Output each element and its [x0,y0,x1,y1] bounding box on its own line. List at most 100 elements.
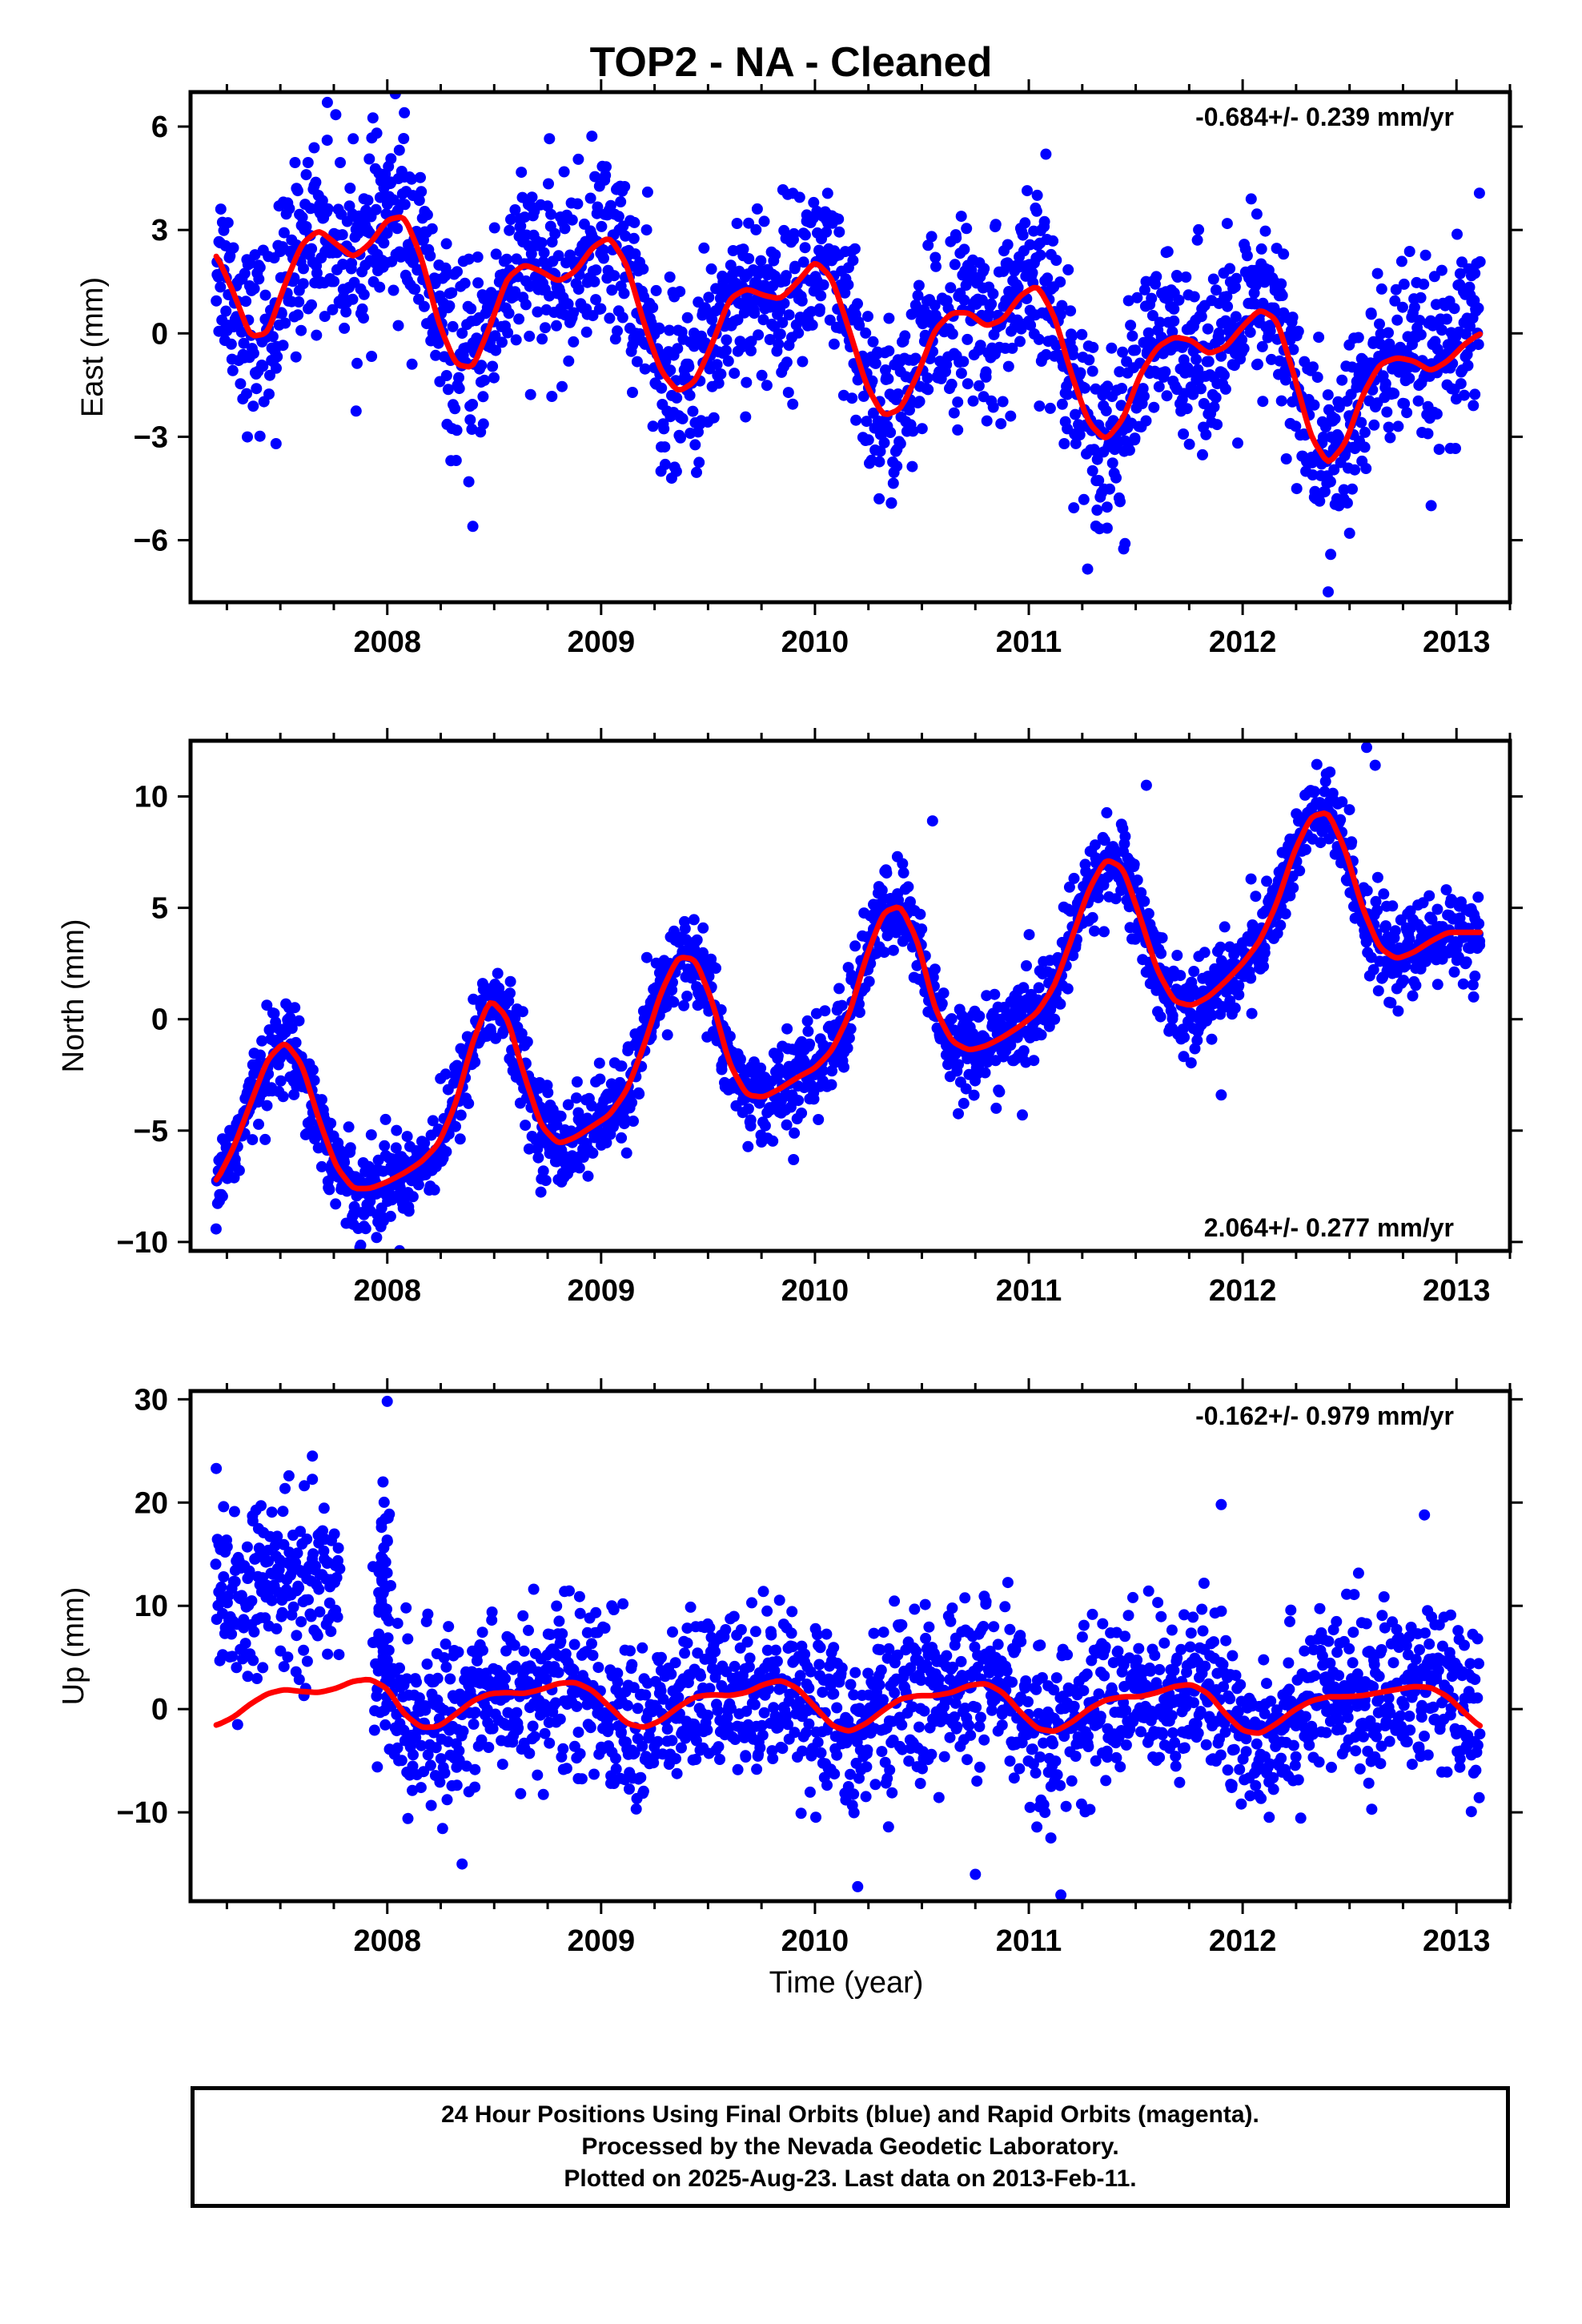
north-point [953,1059,964,1071]
east-point [1122,295,1134,307]
east-point [1025,320,1037,332]
east-point [1379,378,1391,390]
east-point [1079,382,1090,394]
east-point [290,351,302,363]
north-point [1018,982,1030,994]
north-point [843,1032,855,1044]
east-point [1087,341,1099,353]
east-point [1171,271,1183,283]
east-point [545,208,557,220]
east-point [464,414,476,426]
east-point [1067,349,1079,361]
east-point [853,320,865,332]
up-point [636,1740,648,1752]
up-point [311,1630,323,1642]
east-point [1074,429,1086,440]
east-point [722,355,734,367]
east-point [1383,421,1395,433]
east-point [1110,472,1122,484]
up-point [279,1482,291,1494]
east-point [1396,301,1408,313]
east-point [424,250,436,262]
east-outlier-point [467,521,479,533]
east-point [1123,444,1135,456]
up-point [655,1685,667,1697]
north-point [878,947,890,959]
east-point [997,396,1009,408]
east-point [1022,185,1033,197]
north-point [412,1179,424,1191]
east-point [1191,353,1202,365]
east-point [725,259,737,271]
east-point [1222,300,1234,312]
east-point [1389,295,1401,307]
up-point [229,1576,241,1587]
up-point [255,1500,267,1512]
east-point [1197,448,1208,460]
east-point [1193,223,1205,235]
east-point [815,290,827,302]
east-point [1161,390,1173,402]
east-point [650,284,662,296]
up-point [368,1724,380,1736]
north-point [697,947,709,959]
east-point [952,424,964,436]
east-axes-frame [188,90,1512,605]
up-point [301,1655,313,1667]
east-point [1074,367,1086,379]
east-point [619,181,631,192]
up-point [443,1621,455,1633]
up-point [552,1667,564,1679]
north-point [1385,997,1397,1009]
north-point [1371,904,1383,916]
east-point [393,144,405,156]
up-point [681,1622,693,1634]
east-point [883,345,895,357]
east-point [1448,303,1460,315]
east-point [525,248,537,259]
north-point [849,940,861,952]
up-point [476,1734,488,1746]
up-point [551,1600,563,1612]
north-point [391,1124,403,1136]
east-point [1287,344,1299,356]
north-point [953,1108,964,1120]
north-outlier-point [788,1154,800,1165]
east-point [612,211,624,223]
north-axes-frame [188,738,1512,1253]
east-point [1474,255,1486,267]
up-point [669,1657,681,1669]
east-point [1418,278,1430,290]
up-point [560,1763,572,1775]
east-point [516,167,528,179]
east-point [774,328,786,340]
up-point [617,1598,629,1610]
east-point [1333,401,1345,413]
up-point [317,1525,328,1537]
east-point [381,227,393,239]
east-point [1093,475,1105,486]
east-point [524,388,536,400]
north-point [914,908,926,920]
north-point [833,983,845,995]
east-point [949,259,961,271]
north-point [600,1137,612,1148]
north-point [640,951,652,963]
up-point [527,1720,539,1732]
north-point [1215,941,1227,953]
north-point [535,1186,547,1198]
north-point [1028,1055,1040,1067]
up-point [624,1783,635,1795]
east-point [253,273,265,285]
east-point [1030,205,1042,217]
up-point [400,1602,412,1614]
north-y-axis-label: North (mm) [57,919,90,1072]
north-point [315,1094,327,1106]
up-point [487,1723,499,1735]
east-point [598,252,609,264]
east-y-tick-label: 0 [151,317,168,351]
north-point [520,1120,532,1132]
north-point [1219,921,1231,933]
up-point [469,1763,481,1775]
east-point [510,334,522,346]
